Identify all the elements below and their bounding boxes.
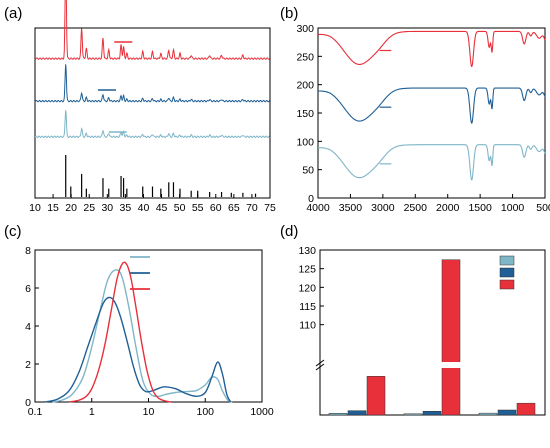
chart-c-series-line — [44, 296, 232, 403]
chart-d-bar — [366, 376, 386, 416]
chart-a-xtick-label: 45 — [156, 202, 168, 214]
chart-b-ytick-label: 100 — [296, 136, 314, 148]
chart-a-xtick-label: 20 — [65, 202, 77, 214]
chart-b-ytick-label: 50 — [302, 165, 314, 177]
chart-c-ytick-label: 2 — [25, 359, 31, 371]
chart-b-frame — [317, 27, 546, 199]
chart-a-frame — [34, 27, 271, 199]
chart-d-legend-swatch — [499, 255, 515, 266]
chart-b-ytick-label: 150 — [296, 108, 314, 120]
chart-b-ytick-label: 200 — [296, 80, 314, 92]
chart-b-xtick-label: 3000 — [371, 202, 395, 214]
chart-b-ytick-label: 250 — [296, 51, 314, 63]
chart-b-xtick-label: 4000 — [306, 202, 330, 214]
chart-b-xtick-label: 3500 — [339, 202, 363, 214]
chart-d-bar — [497, 409, 517, 416]
chart-b-ytick-label: 0 — [308, 193, 314, 205]
chart-b-xtick-label: 1500 — [468, 202, 492, 214]
chart-c-ytick-label: 0 — [25, 397, 31, 409]
chart-a-xtick-label: 25 — [83, 202, 95, 214]
chart-a-xrd: 10 15 20 25 30 35 40 45 50 55 60 65 70 75 — [29, 0, 276, 214]
chart-a-xtick-label: 70 — [246, 202, 258, 214]
chart-a-xtick-label: 75 — [264, 202, 276, 214]
chart-b-xtick-label: 1000 — [501, 202, 525, 214]
chart-a-xtick-label: 50 — [174, 202, 186, 214]
chart-b-series-line — [318, 144, 546, 181]
panel-label-b: (b) — [280, 5, 298, 22]
chart-a-series-line — [34, 0, 271, 60]
chart-c-xtick-label: 1000 — [250, 406, 274, 418]
chart-d-bar — [478, 412, 498, 416]
chart-c-ytick-label: 4 — [25, 321, 31, 333]
chart-a-xtick-label: 15 — [47, 202, 59, 214]
chart-d-legend-swatch — [499, 267, 515, 278]
chart-c-ytick-label: 6 — [25, 283, 31, 295]
chart-c-xtick-label: 1 — [89, 406, 95, 418]
chart-b-ytick-label: 300 — [296, 23, 314, 35]
panel-label-a: (a) — [4, 5, 22, 22]
chart-b-xtick-label: 2000 — [436, 202, 460, 214]
chart-d-axis-break — [315, 359, 325, 367]
chart-c-xtick-label: 0.1 — [28, 406, 43, 418]
chart-a-series-line — [34, 110, 270, 139]
chart-a-series-line — [34, 64, 270, 103]
chart-d-bar — [347, 410, 367, 416]
chart-a-xtick-label: 35 — [120, 202, 132, 214]
panel-label-c: (c) — [4, 223, 22, 240]
panel-label-d: (d) — [280, 223, 298, 240]
chart-d-bar — [422, 410, 442, 416]
chart-d-bar-break-gap — [441, 362, 461, 368]
chart-c-ytick-label: 8 — [25, 245, 31, 257]
chart-d-ytick-label: 115 — [299, 301, 316, 313]
chart-c-xtick-label: 100 — [196, 406, 214, 418]
chart-b-series-line — [318, 87, 546, 124]
chart-a-xtick-label: 10 — [29, 202, 41, 214]
chart-a-xtick-label: 40 — [138, 202, 150, 214]
chart-d-ytick-label: 125 — [298, 264, 316, 276]
chart-d-ytick-label: 110 — [299, 320, 316, 332]
chart-d-bar — [328, 413, 348, 416]
chart-c-series-line — [69, 261, 172, 403]
chart-a-xtick-label: 60 — [210, 202, 222, 214]
chart-d-ytick-label: 130 — [298, 245, 316, 257]
chart-c-xtick-label: 10 — [143, 406, 155, 418]
chart-d-bar — [516, 402, 536, 416]
chart-b-series-line — [318, 30, 546, 67]
chart-b-ftir: 4000 3500 3000 2500 2000 1500 1000 500 0 50 100 150… — [296, 23, 550, 214]
chart-d-ytick-label: 120 — [298, 282, 316, 294]
chart-a-xtick-label: 30 — [101, 202, 113, 214]
chart-c-psd: 0.1 1 10 100 1000 0 2 4 6 8 — [25, 245, 274, 418]
chart-d-axis-break — [315, 363, 325, 371]
chart-a-xtick-label: 55 — [192, 202, 204, 214]
chart-d-bar — [403, 413, 423, 416]
chart-a-xtick-label: 65 — [228, 202, 240, 214]
chart-d-diameter: 110 115 120 125 130 — [298, 245, 546, 416]
chart-b-xtick-label: 2500 — [404, 202, 428, 214]
chart-b-xtick-label: 500 — [536, 202, 550, 214]
chart-d-legend-swatch — [499, 279, 515, 290]
chart-d-bar — [441, 259, 461, 416]
